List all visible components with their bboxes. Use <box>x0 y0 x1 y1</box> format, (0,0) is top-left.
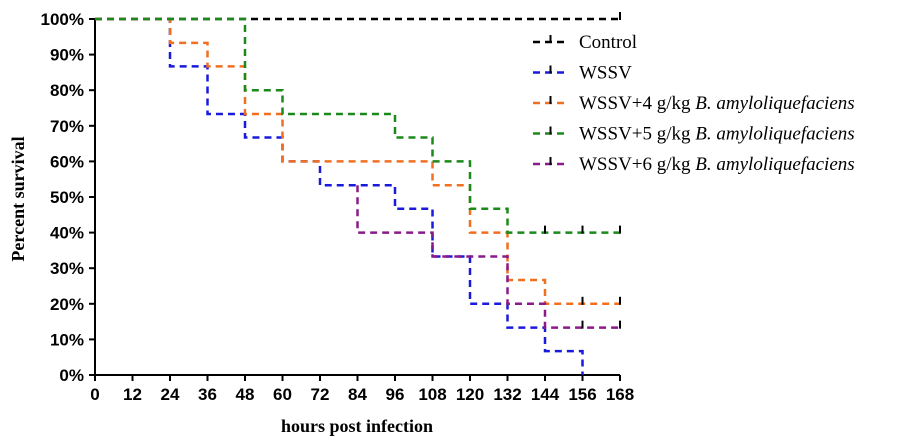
x-tick-label: 108 <box>418 385 446 404</box>
x-axis-label: hours post infection <box>281 416 433 436</box>
legend-label-0: Control <box>579 32 637 53</box>
x-tick-label: 84 <box>348 385 367 404</box>
legend-label-4: WSSV+6 g/kg B. amyloliquefaciens <box>579 154 855 175</box>
axes: 0% 10% 20% 30% 40% 50% 60% 70% 80% 90% 100% 0 12 24 36… <box>41 10 635 404</box>
y-tick-label: 20% <box>50 295 84 314</box>
y-tick-label: 40% <box>50 224 84 243</box>
legend-label-text: Control <box>579 32 637 53</box>
x-tick-label: 60 <box>273 385 292 404</box>
legend-label-text: WSSV+4 g/kg <box>579 93 695 114</box>
legend: Control WSSV WSSV+4 g/kg B. amyloliquefaci… <box>533 32 855 175</box>
legend-label-species: B. amyloliquefaciens <box>695 154 854 175</box>
x-tick-label: 132 <box>493 385 521 404</box>
y-tick-label: 10% <box>50 330 84 349</box>
x-tick-label: 0 <box>90 385 99 404</box>
y-tick-label: 0% <box>59 366 84 385</box>
series-line-3 <box>95 17 620 234</box>
x-tick-label: 156 <box>568 385 596 404</box>
x-tick-label: 24 <box>161 385 180 404</box>
y-tick-label: 90% <box>50 46 84 65</box>
x-tick-label: 96 <box>386 385 405 404</box>
y-tick-label: 100% <box>41 10 84 29</box>
x-tick-label: 144 <box>531 385 560 404</box>
legend-label-species: B. amyloliquefaciens <box>695 93 854 114</box>
legend-label-1: WSSV <box>579 63 632 84</box>
legend-label-text: WSSV <box>579 63 632 84</box>
series-line-2 <box>95 17 620 306</box>
legend-label-3: WSSV+5 g/kg B. amyloliquefaciens <box>579 124 855 145</box>
legend-label-text: WSSV+6 g/kg <box>579 154 695 175</box>
series-line-1 <box>95 17 584 375</box>
series-group <box>95 12 621 375</box>
series-line-4 <box>356 185 620 329</box>
y-tick-label: 70% <box>50 117 84 136</box>
y-axis-label: Percent survival <box>8 136 28 261</box>
x-tick-label: 48 <box>236 385 255 404</box>
legend-label-text: WSSV+5 g/kg <box>579 124 695 145</box>
y-tick-label: 60% <box>50 152 84 171</box>
legend-label-species: B. amyloliquefaciens <box>695 124 854 145</box>
y-tick-label: 50% <box>50 188 84 207</box>
y-tick-label: 30% <box>50 259 84 278</box>
legend-label-2: WSSV+4 g/kg B. amyloliquefaciens <box>579 93 855 114</box>
y-tick-label: 80% <box>50 81 84 100</box>
x-tick-label: 12 <box>123 385 142 404</box>
x-tick-label: 72 <box>311 385 330 404</box>
x-tick-label: 36 <box>198 385 217 404</box>
x-tick-label: 120 <box>456 385 484 404</box>
x-tick-label: 168 <box>606 385 634 404</box>
